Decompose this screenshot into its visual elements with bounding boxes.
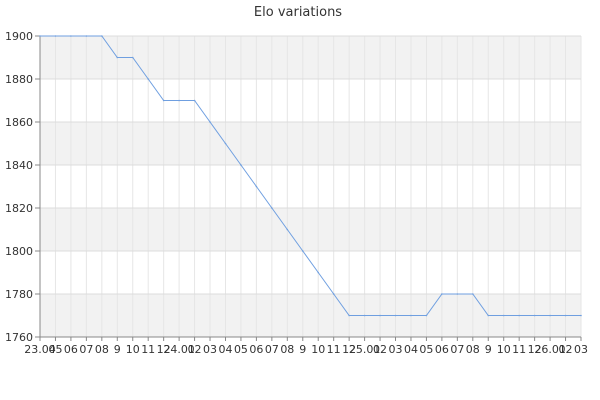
y-tick-label: 1900 — [5, 30, 33, 43]
data-point — [240, 164, 242, 166]
x-tick-label: 02 — [373, 343, 387, 356]
series-layer — [39, 35, 582, 317]
data-point — [224, 142, 227, 145]
data-point — [456, 293, 459, 295]
x-tick-label: 03 — [574, 343, 588, 356]
data-point — [116, 56, 119, 59]
data-point — [394, 314, 397, 317]
plot-band — [40, 208, 581, 251]
x-tick-label: 11 — [512, 343, 526, 356]
data-point — [348, 314, 350, 317]
x-tick-label: 12 — [157, 343, 171, 356]
series-line — [40, 35, 581, 316]
x-tick-label: 05 — [419, 343, 433, 356]
x-tick-label: 07 — [450, 343, 464, 356]
plot-bands — [40, 36, 581, 337]
x-tick-label: 10 — [497, 343, 511, 356]
data-point — [209, 121, 211, 123]
x-tick-label: 11 — [327, 343, 341, 356]
data-point — [533, 314, 536, 317]
x-tick-label: 10 — [126, 343, 140, 356]
data-point — [502, 314, 505, 317]
x-tick-label: 11 — [141, 343, 155, 356]
x-tick-label: 12 — [342, 343, 356, 356]
data-point — [178, 99, 180, 102]
data-point — [472, 293, 474, 295]
data-point — [549, 314, 551, 317]
data-point — [131, 56, 134, 59]
x-tick-label: 26.01 — [534, 343, 566, 356]
data-point — [441, 293, 443, 295]
data-point — [410, 314, 412, 317]
chart-title: Elo variations — [254, 5, 342, 20]
x-tick-label: 02 — [188, 343, 202, 356]
x-tick-label: 08 — [466, 343, 480, 356]
data-point — [39, 35, 41, 37]
data-point — [487, 314, 490, 317]
y-tick-label: 1860 — [5, 116, 33, 129]
data-point — [271, 207, 273, 209]
data-point — [425, 314, 428, 317]
data-point — [70, 35, 72, 37]
x-tick-label: 25.01 — [349, 343, 381, 356]
data-point — [580, 314, 582, 317]
x-tick-label: 9 — [299, 343, 306, 356]
x-tick-label: 9 — [485, 343, 492, 356]
y-tick-label: 1820 — [5, 202, 33, 215]
data-point — [518, 314, 520, 317]
data-point — [363, 314, 366, 317]
data-point — [147, 78, 149, 80]
data-point — [54, 35, 57, 37]
data-point — [193, 99, 196, 102]
x-tick-label: 23.04 — [24, 343, 56, 356]
x-tick-label: 05 — [48, 343, 62, 356]
x-tick-label: 06 — [64, 343, 78, 356]
x-tick-label: 05 — [234, 343, 248, 356]
x-tick-label: 12 — [528, 343, 542, 356]
data-point — [332, 293, 335, 295]
y-tick-label: 1840 — [5, 159, 33, 172]
y-tick-label: 1880 — [5, 73, 33, 86]
x-tick-label: 03 — [389, 343, 403, 356]
data-point — [379, 314, 381, 317]
axes — [39, 36, 581, 338]
vertical-gridlines — [39, 36, 582, 337]
x-tick-label: 04 — [218, 343, 232, 356]
data-point — [301, 250, 304, 252]
y-tick-label: 1800 — [5, 245, 33, 258]
x-tick-label: 08 — [280, 343, 294, 356]
x-tick-label: 10 — [311, 343, 325, 356]
x-tick-label: 9 — [114, 343, 121, 356]
x-tick-label: 24.01 — [163, 343, 195, 356]
y-tick-label: 1780 — [5, 288, 33, 301]
horizontal-gridlines — [40, 35, 581, 338]
x-tick-label: 08 — [95, 343, 109, 356]
x-tick-label: 03 — [203, 343, 217, 356]
x-tick-label: 06 — [249, 343, 263, 356]
data-point — [255, 185, 258, 188]
x-tick-label: 02 — [559, 343, 573, 356]
y-tick-label: 1760 — [5, 331, 33, 344]
x-tick-label: 07 — [265, 343, 279, 356]
x-tick-label: 04 — [404, 343, 418, 356]
y-axis-ticks: 1760 1780 1800 1820 1840 1860 1880 1900 — [5, 30, 40, 344]
data-point — [564, 314, 567, 317]
x-tick-label: 06 — [435, 343, 449, 356]
data-point — [85, 35, 88, 37]
data-point — [162, 99, 165, 102]
data-point — [286, 228, 289, 231]
plot-band — [40, 122, 581, 165]
x-tick-label: 07 — [79, 343, 93, 356]
data-point — [317, 271, 320, 274]
data-point — [101, 35, 103, 37]
